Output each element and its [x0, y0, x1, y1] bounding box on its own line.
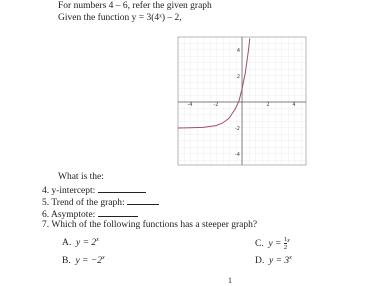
choice-base: y = 3 — [269, 256, 290, 267]
question: 5. Trend of the graph: — [42, 196, 159, 209]
choice: D. y = 3x — [255, 253, 292, 267]
exponent: x — [96, 237, 99, 243]
x-tick-label: -4 — [188, 102, 193, 108]
choice-base: y = 2 — [76, 238, 97, 249]
question-text: 4. y-intercept: — [42, 186, 96, 196]
y-tick-label: -2 — [235, 126, 240, 132]
header-line: For numbers 4 – 6, refer the given graph — [58, 1, 212, 11]
x-tick-label: -2 — [214, 102, 219, 108]
denominator: 2 — [283, 244, 288, 252]
question-text: 5. Trend of the graph: — [42, 198, 125, 208]
page-number: 1 — [228, 276, 232, 285]
x-tick-label: 4 — [292, 102, 295, 108]
question-text: 6. Asymptote: — [42, 210, 96, 220]
exponent: x — [102, 255, 105, 261]
y-tick-label: 2 — [237, 74, 240, 80]
y-tick-label: 4 — [237, 48, 240, 54]
choice-letter: D. — [255, 256, 265, 267]
choice-letter: A. — [62, 238, 72, 249]
numerator: 1 — [283, 236, 288, 245]
question: 7. Which of the following functions has … — [42, 220, 258, 230]
choice: B. y = −2x — [62, 253, 105, 267]
choice-letter: B. — [62, 256, 71, 267]
choice-letter: C. — [255, 239, 264, 250]
exponent: x — [287, 238, 290, 244]
question: 4. y-intercept: — [42, 184, 146, 197]
exponent: x — [289, 255, 292, 261]
curve — [177, 38, 251, 129]
choice-base: y = −2 — [75, 256, 103, 267]
choice: A. y = 2x — [62, 235, 99, 249]
x-tick-label: 2 — [266, 102, 269, 108]
y-tick-label: -4 — [235, 152, 240, 158]
prompt: What is the: — [58, 172, 104, 182]
header-line: Given the function y = 3(4ˣ) – 2, — [58, 13, 182, 23]
choice-base: y = — [268, 239, 284, 250]
question: 6. Asymptote: — [42, 208, 138, 221]
